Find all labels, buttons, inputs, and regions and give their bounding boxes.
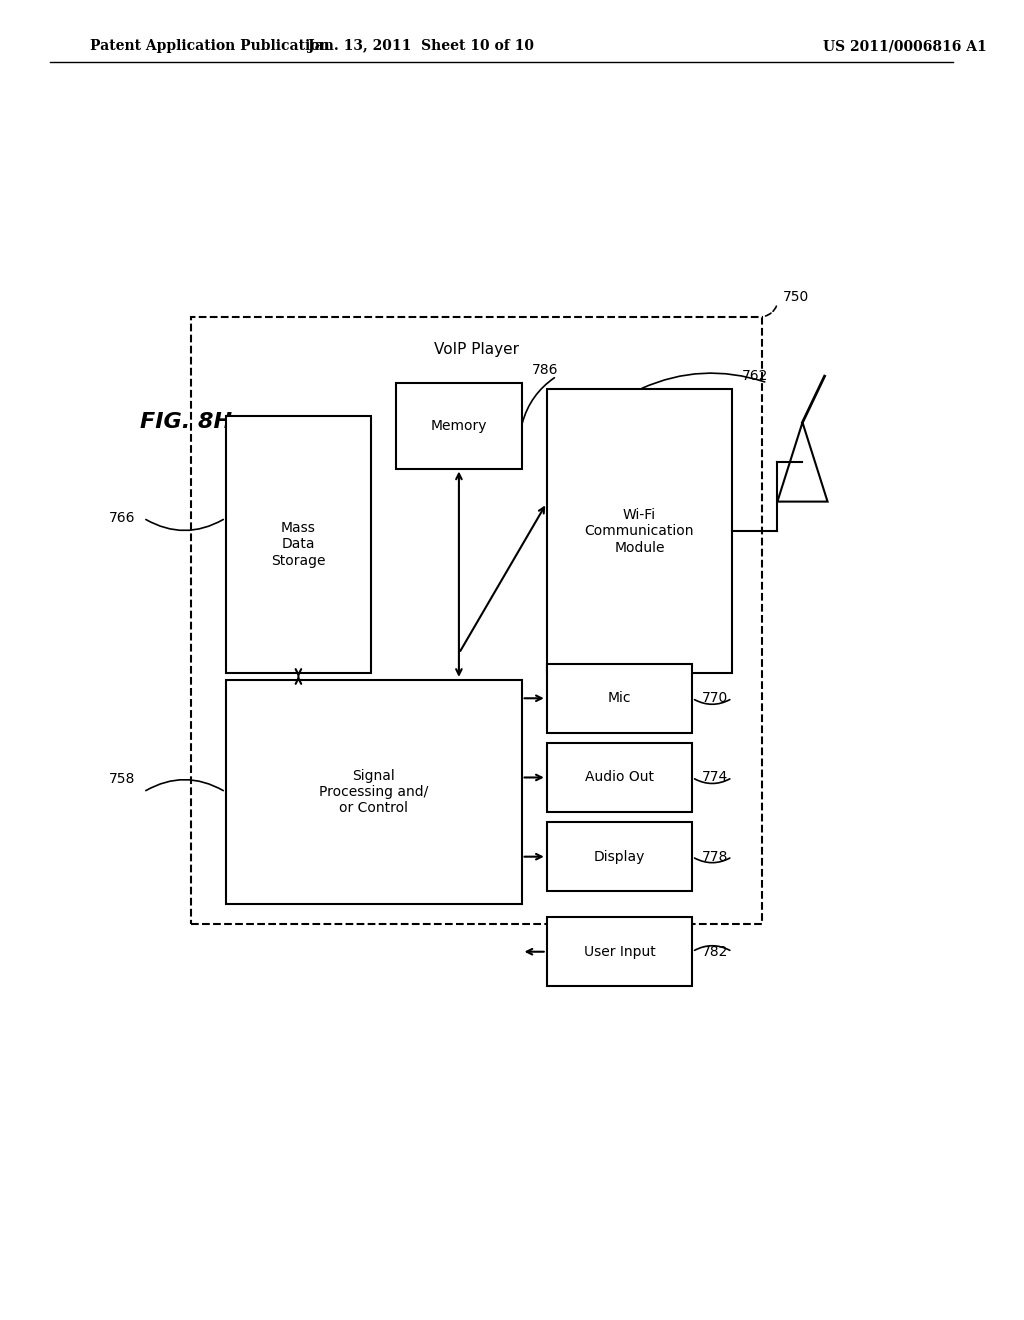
FancyBboxPatch shape xyxy=(547,389,732,673)
FancyBboxPatch shape xyxy=(225,416,371,673)
FancyBboxPatch shape xyxy=(190,317,762,924)
Text: 782: 782 xyxy=(702,945,728,958)
FancyBboxPatch shape xyxy=(547,664,692,733)
Text: Display: Display xyxy=(594,850,645,863)
Text: 750: 750 xyxy=(782,290,809,304)
Text: Mass
Data
Storage: Mass Data Storage xyxy=(271,521,326,568)
Text: 778: 778 xyxy=(702,850,728,863)
Text: Patent Application Publication: Patent Application Publication xyxy=(90,40,330,53)
Text: Wi-Fi
Communication
Module: Wi-Fi Communication Module xyxy=(585,508,694,554)
Text: 770: 770 xyxy=(702,692,728,705)
FancyBboxPatch shape xyxy=(547,743,692,812)
Text: 758: 758 xyxy=(109,772,135,785)
FancyBboxPatch shape xyxy=(225,680,521,904)
Text: 786: 786 xyxy=(531,363,558,376)
Text: 774: 774 xyxy=(702,771,728,784)
Text: 766: 766 xyxy=(109,511,135,525)
FancyBboxPatch shape xyxy=(396,383,521,469)
Text: Memory: Memory xyxy=(431,418,487,433)
Text: US 2011/0006816 A1: US 2011/0006816 A1 xyxy=(822,40,986,53)
Text: VoIP Player: VoIP Player xyxy=(434,342,519,358)
FancyBboxPatch shape xyxy=(547,822,692,891)
Text: Signal
Processing and/
or Control: Signal Processing and/ or Control xyxy=(319,768,428,816)
Text: Audio Out: Audio Out xyxy=(585,771,654,784)
Text: 762: 762 xyxy=(742,370,769,383)
Text: FIG. 8H: FIG. 8H xyxy=(140,412,232,433)
Text: Jan. 13, 2011  Sheet 10 of 10: Jan. 13, 2011 Sheet 10 of 10 xyxy=(308,40,535,53)
Text: Mic: Mic xyxy=(607,692,631,705)
Text: User Input: User Input xyxy=(584,945,655,958)
FancyBboxPatch shape xyxy=(547,917,692,986)
